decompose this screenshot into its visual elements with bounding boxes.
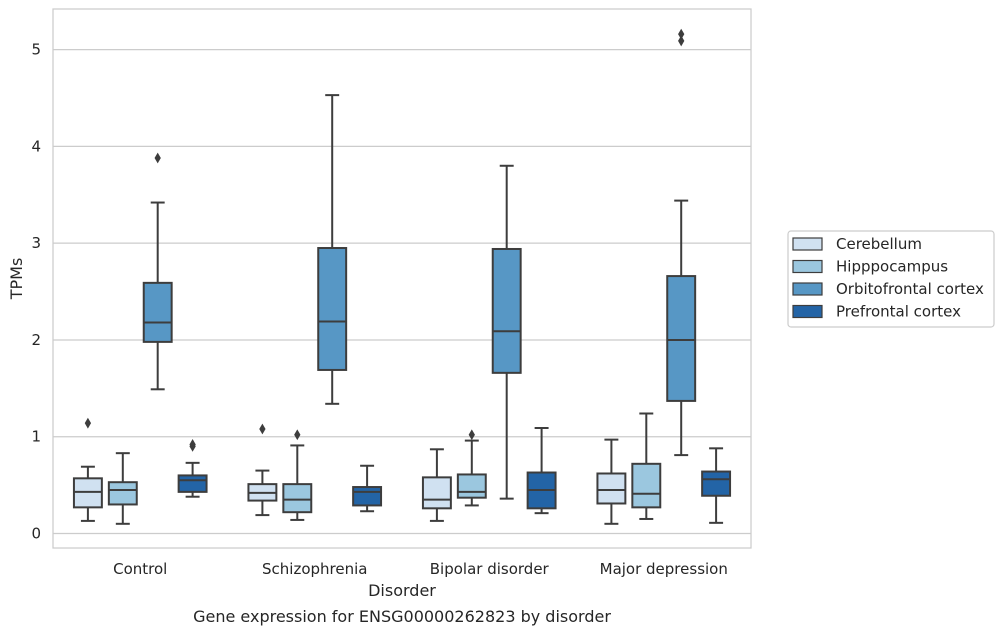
box-body (352, 486, 383, 507)
outlier-point (259, 423, 266, 435)
box-2-4 (631, 412, 662, 520)
legend-label: Hipppocampus (836, 258, 948, 276)
box-body (282, 483, 313, 514)
box-2-1 (107, 452, 138, 525)
y-tick-label: 5 (31, 41, 41, 59)
box-2-3 (456, 429, 487, 507)
box-4-1 (177, 439, 208, 498)
legend-label: Prefrontal cortex (836, 303, 961, 321)
box-4-3 (526, 427, 557, 515)
box-body (177, 474, 208, 493)
box-3-4 (666, 28, 697, 457)
legend-label: Orbitofrontal cortex (836, 280, 984, 298)
y-tick-label: 2 (31, 331, 41, 349)
legend-item-1: Cerebellum (792, 235, 922, 253)
legend-item-4: Prefrontal cortex (792, 303, 961, 321)
legend-swatch (792, 282, 823, 296)
legend-item-3: Orbitofrontal cortex (792, 280, 984, 298)
box-body (596, 472, 627, 505)
y-tick-label: 4 (31, 137, 41, 155)
x-tick-label: Major depression (600, 560, 728, 578)
box-4-4 (701, 447, 732, 524)
x-tick-label: Bipolar disorder (430, 560, 550, 578)
box-body (666, 275, 697, 402)
box-1-2 (247, 423, 278, 517)
y-axis-label: TPMs (7, 258, 26, 301)
legend: Cerebellum Hipppocampus Orbitofrontal cort… (787, 230, 995, 328)
y-tick-label: 1 (31, 428, 41, 446)
outlier-point (678, 35, 685, 47)
legend-frame (787, 230, 995, 328)
legend-label: Cerebellum (836, 235, 922, 253)
outlier-point (678, 28, 685, 40)
box-body (317, 247, 348, 371)
box-body (107, 481, 138, 506)
box-body (421, 476, 452, 510)
outlier-point (468, 429, 475, 441)
box-3-1 (142, 152, 173, 391)
outlier-point (84, 417, 92, 429)
legend-swatch (792, 259, 823, 274)
box-body (701, 470, 732, 497)
outlier-point (154, 152, 161, 164)
box-1-1 (72, 417, 103, 522)
box-1-3 (421, 448, 452, 522)
boxes (72, 28, 732, 525)
box-1-4 (596, 438, 627, 525)
y-tick-label: 3 (31, 234, 41, 252)
box-3-3 (491, 164, 522, 500)
box-body (491, 247, 522, 374)
box-body (631, 462, 662, 509)
box-body (456, 473, 487, 499)
tick-labels: 0 1 2 3 4 5 Control Schizophrenia Bipolar disord… (31, 41, 727, 578)
legend-swatch (792, 304, 823, 319)
x-tick-label: Schizophrenia (262, 560, 367, 578)
box-2-2 (282, 429, 313, 521)
legend-swatch (792, 237, 823, 251)
plot-area-frame (52, 8, 752, 549)
box-3-2 (317, 94, 348, 405)
outlier-point (189, 439, 196, 450)
box-4-2 (352, 464, 383, 513)
box-body (142, 281, 173, 343)
x-tick-label: Control (113, 560, 167, 578)
y-tick-label: 0 (31, 524, 41, 542)
chart-caption: Gene expression for ENSG00000262823 by d… (193, 607, 611, 626)
x-axis-label: Disorder (368, 581, 436, 600)
outlier-point (294, 429, 301, 441)
legend-item-2: Hipppocampus (792, 258, 948, 276)
